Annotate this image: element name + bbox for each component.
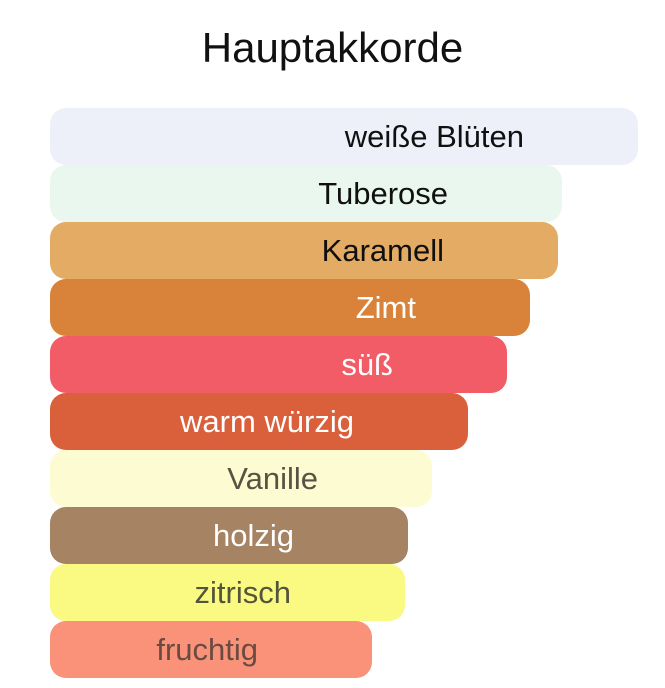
bar-row[interactable]: zitrisch bbox=[50, 564, 405, 621]
bar-shape bbox=[50, 450, 432, 507]
bar-label: Zimt bbox=[355, 290, 416, 325]
bar-row[interactable]: Zimt bbox=[50, 279, 530, 336]
bar-label: warm würzig bbox=[180, 404, 354, 439]
bar-shape bbox=[50, 108, 638, 165]
bar-label: weiße Blüten bbox=[344, 119, 524, 154]
bar-label: holzig bbox=[213, 518, 294, 553]
bar-shape bbox=[50, 393, 468, 450]
bar-row[interactable]: holzig bbox=[50, 507, 408, 564]
bar-row[interactable]: Karamell bbox=[50, 222, 558, 279]
bar-row[interactable]: Tuberose bbox=[50, 165, 562, 222]
bar-label: Vanille bbox=[227, 461, 318, 496]
bar-row[interactable]: Vanille bbox=[50, 450, 432, 507]
bar-shape bbox=[50, 222, 558, 279]
bar-shape bbox=[50, 507, 408, 564]
bar-label: zitrisch bbox=[194, 575, 291, 610]
bar-label: süß bbox=[341, 347, 393, 382]
bar-row[interactable]: warm würzig bbox=[50, 393, 468, 450]
bar-label: Tuberose bbox=[318, 176, 448, 211]
bar-label: fruchtig bbox=[156, 632, 258, 667]
bar-row[interactable]: weiße Blüten bbox=[50, 108, 638, 165]
bar-shape bbox=[50, 564, 405, 621]
bar-shape bbox=[50, 621, 372, 678]
bar-row[interactable]: fruchtig bbox=[50, 621, 372, 678]
bar-shape bbox=[50, 279, 530, 336]
bar-label: Karamell bbox=[321, 233, 444, 268]
bar-shape bbox=[50, 165, 562, 222]
bar-shape bbox=[50, 336, 507, 393]
page-title: Hauptakkorde bbox=[201, 24, 464, 71]
bar-row[interactable]: süß bbox=[50, 336, 507, 393]
